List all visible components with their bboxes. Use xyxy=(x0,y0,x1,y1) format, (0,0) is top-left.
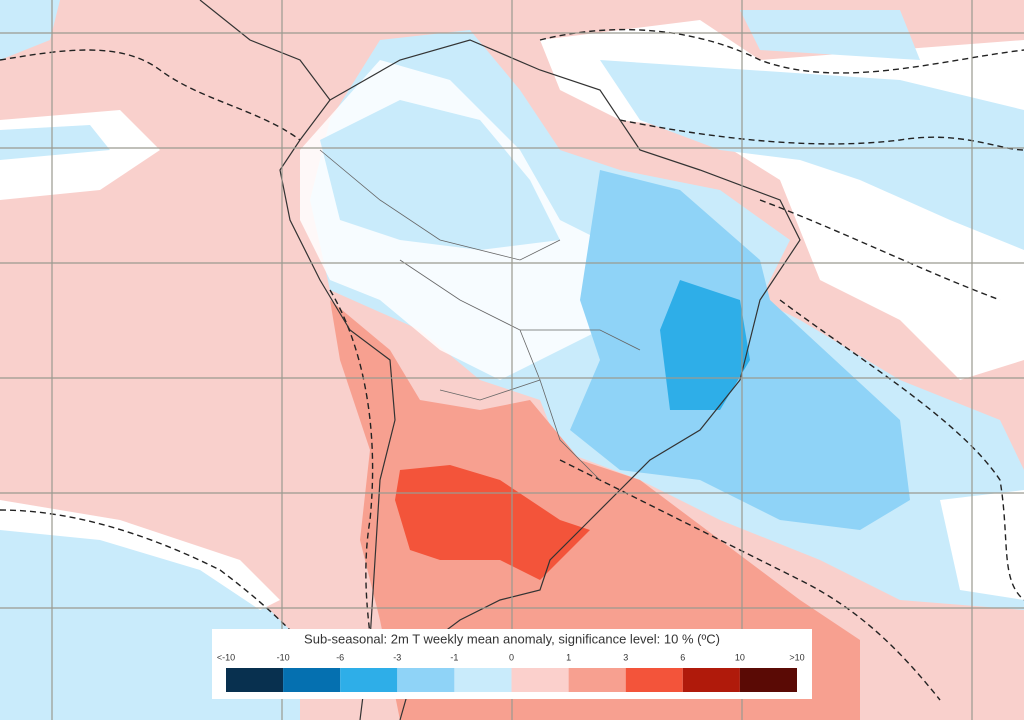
legend-swatch xyxy=(682,668,740,692)
legend-title: Sub-seasonal: 2m T weekly mean anomaly, … xyxy=(304,631,720,646)
legend-swatch xyxy=(283,668,341,692)
legend-swatch xyxy=(625,668,683,692)
legend-swatch xyxy=(511,668,569,692)
legend-label: -6 xyxy=(336,652,344,662)
legend-label: -1 xyxy=(450,652,458,662)
legend-label: >10 xyxy=(789,652,804,662)
legend-label: 10 xyxy=(735,652,745,662)
legend-swatch xyxy=(226,668,284,692)
legend-label: <-10 xyxy=(217,652,235,662)
legend-swatch xyxy=(568,668,626,692)
legend-swatch xyxy=(739,668,797,692)
legend-label: -10 xyxy=(277,652,290,662)
significance-contours xyxy=(0,28,1024,701)
legend-label: 6 xyxy=(680,652,685,662)
legend-label: 1 xyxy=(566,652,571,662)
legend-label: 3 xyxy=(623,652,628,662)
legend-swatch xyxy=(340,668,398,692)
legend-swatch xyxy=(454,668,512,692)
legend-label: 0 xyxy=(509,652,514,662)
legend: Sub-seasonal: 2m T weekly mean anomaly, … xyxy=(212,629,812,699)
legend-label: -3 xyxy=(393,652,401,662)
coastlines xyxy=(199,0,801,720)
legend-swatch xyxy=(397,668,455,692)
